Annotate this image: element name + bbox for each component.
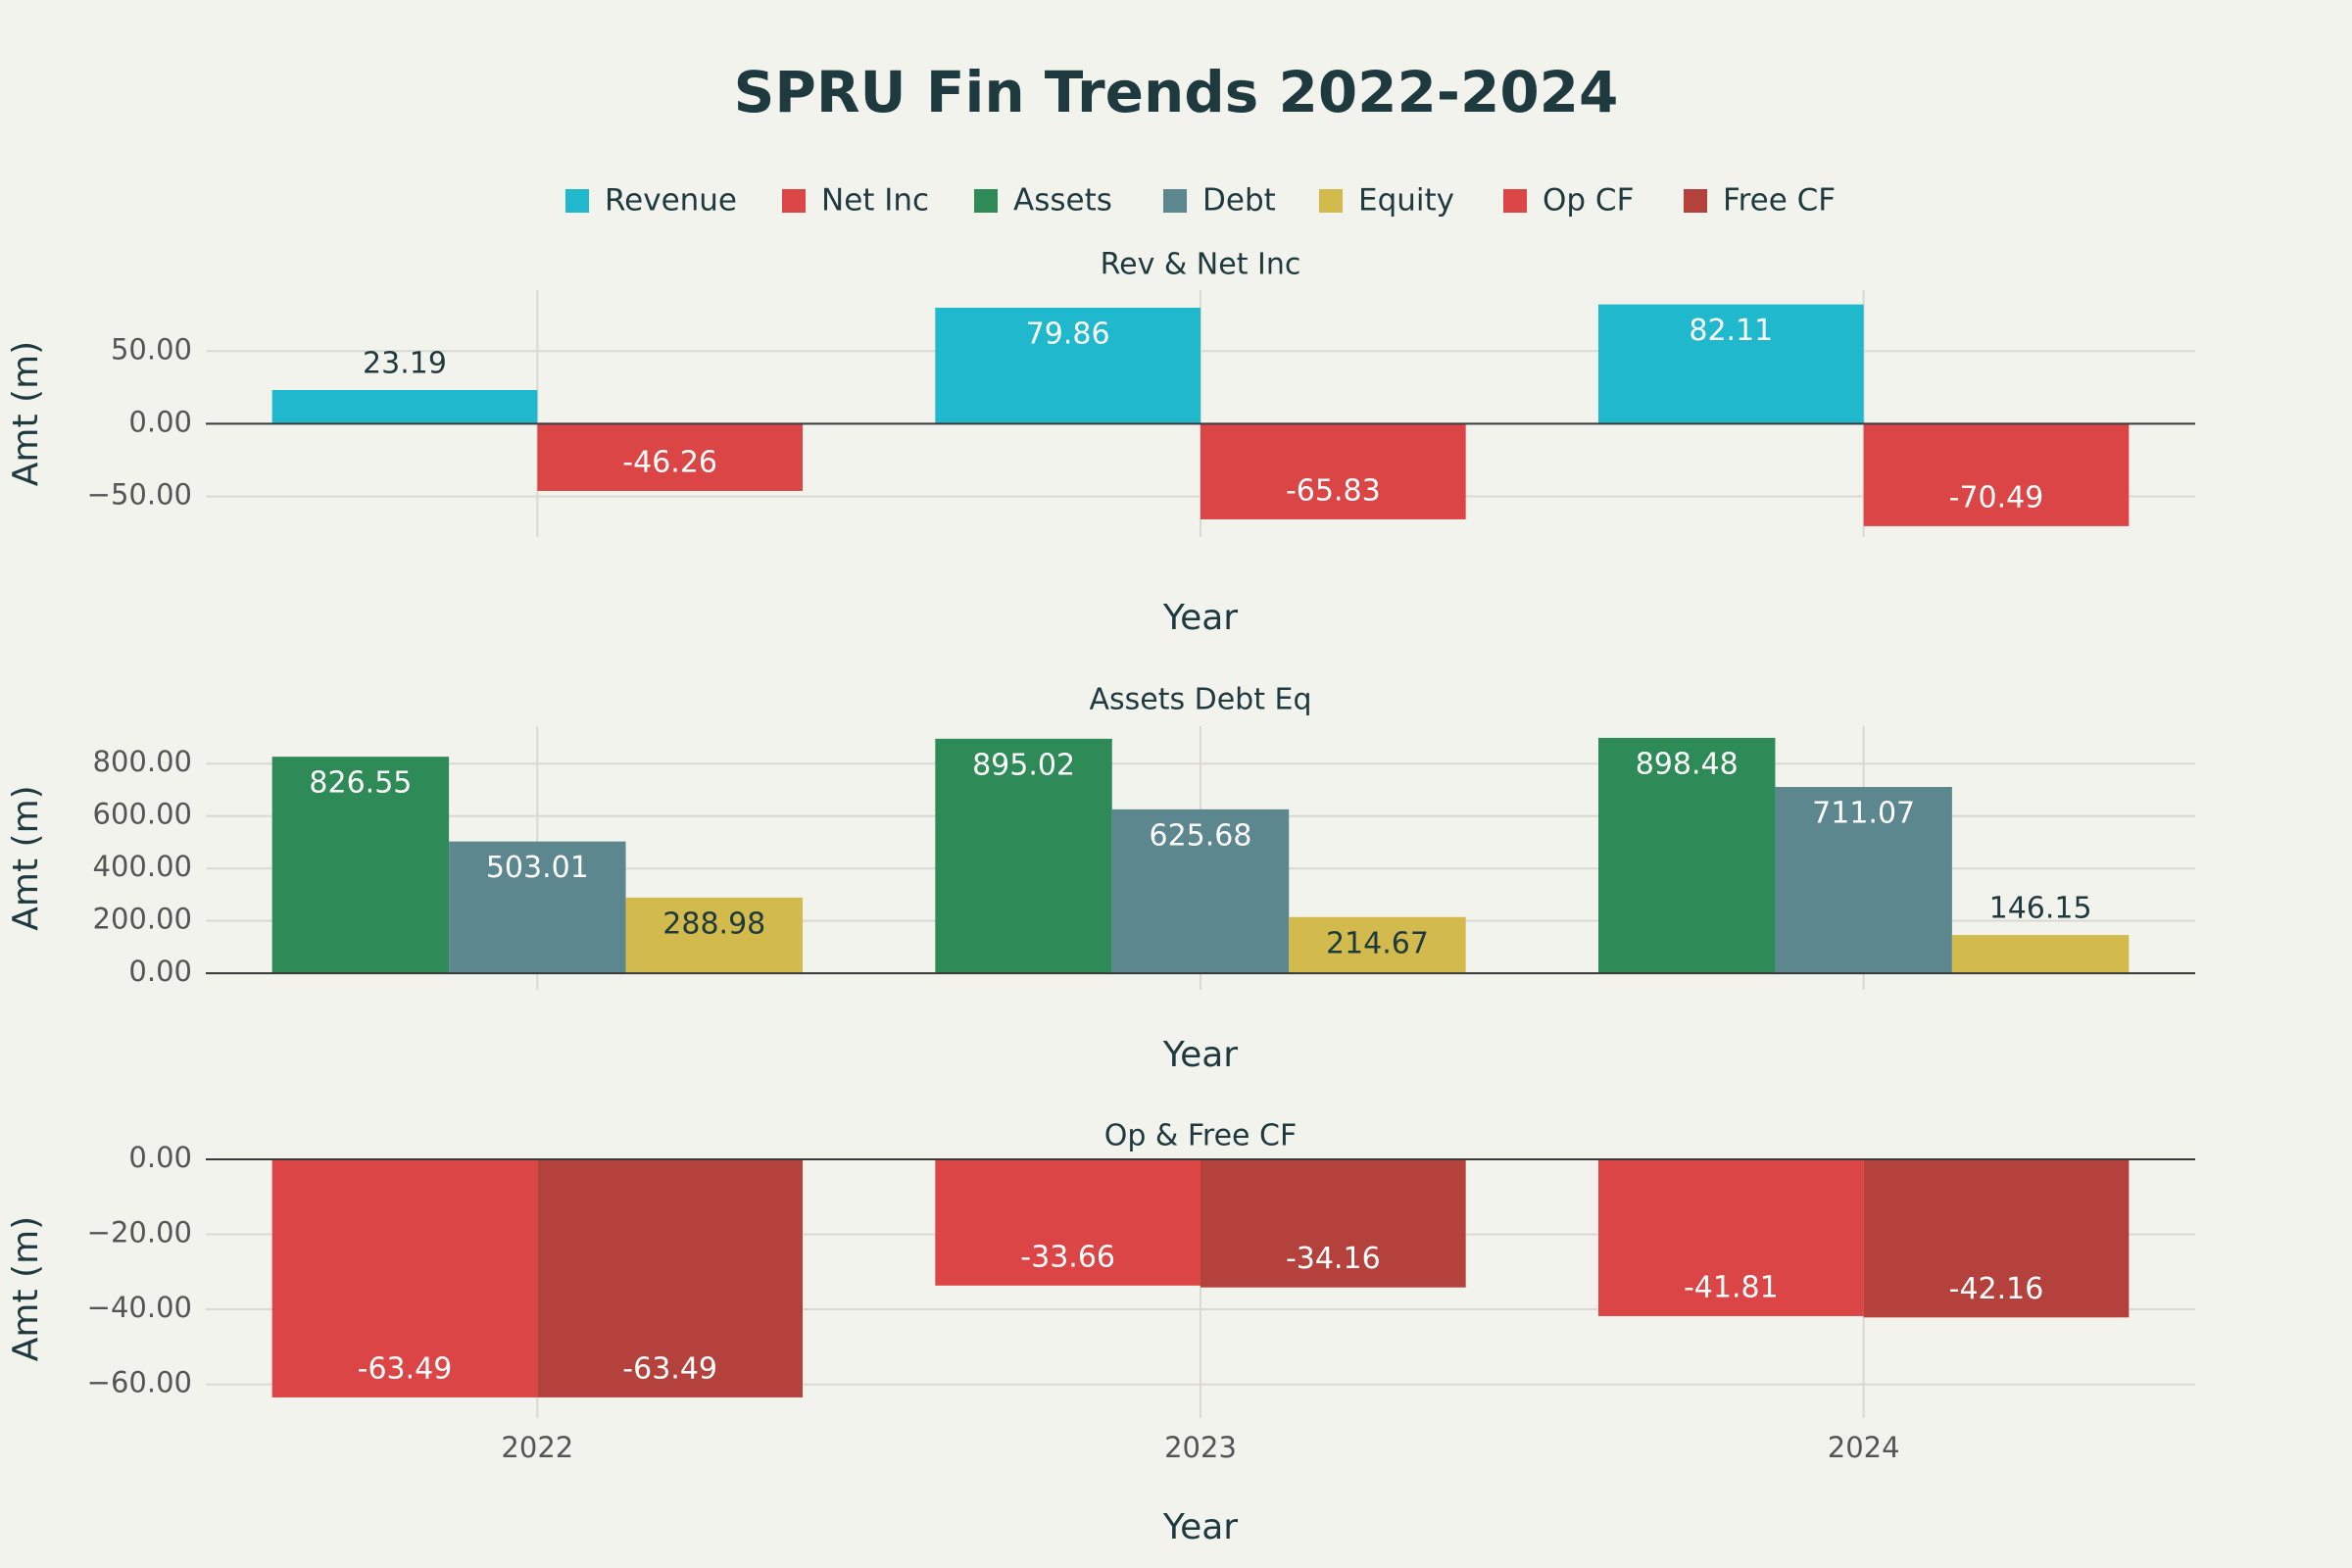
bar	[1863, 1159, 2130, 1318]
bar	[1200, 1159, 1466, 1288]
value-label: 503.01	[486, 851, 589, 885]
value-label: -34.16	[1286, 1242, 1381, 1276]
y-axis-label: Amt (m)	[6, 785, 46, 930]
bar	[1951, 935, 2130, 974]
value-label: -33.66	[1020, 1240, 1115, 1274]
bar	[935, 307, 1200, 424]
value-label: -70.49	[1949, 480, 2044, 514]
legend-label: Free CF	[1723, 183, 1836, 219]
legend-swatch	[565, 189, 589, 213]
bar	[1111, 808, 1290, 974]
bar	[1200, 423, 1466, 519]
bar	[935, 738, 1112, 974]
value-label: 711.07	[1812, 797, 1915, 831]
bar	[1598, 304, 1864, 424]
legend-swatch	[1503, 189, 1527, 213]
value-label: 895.02	[972, 748, 1075, 782]
legend-label: Debt	[1202, 183, 1276, 219]
value-label: -41.81	[1684, 1270, 1779, 1304]
legend-swatch	[1163, 189, 1187, 213]
value-label: 214.67	[1326, 926, 1429, 960]
bar	[449, 841, 626, 974]
y-tick-label tick: 0.00	[128, 1141, 192, 1174]
value-label: 826.55	[309, 766, 412, 801]
y-tick-label tick: −50.00	[87, 477, 192, 511]
subplot-title: Rev & Net Inc	[1101, 248, 1301, 282]
bar	[1289, 916, 1466, 974]
y-tick-label tick: 50.00	[111, 332, 192, 366]
y-tick-label tick: 200.00	[93, 903, 192, 936]
legend-label: Net Inc	[821, 183, 929, 219]
y-axis-label: Amt (m)	[6, 1216, 46, 1361]
bar	[271, 757, 450, 974]
bar	[935, 1159, 1200, 1286]
y-tick-label tick: −20.00	[87, 1216, 192, 1250]
legend-swatch	[1319, 189, 1343, 213]
legend-swatch	[782, 189, 806, 213]
legend-label: Revenue	[605, 183, 737, 219]
legend-swatch	[974, 189, 998, 213]
value-label: 625.68	[1150, 818, 1252, 853]
subplot-title: Op & Free CF	[1104, 1119, 1298, 1153]
bar	[271, 390, 538, 424]
subplot-title: Assets Debt Eq	[1089, 683, 1311, 717]
bar	[1863, 423, 2130, 526]
y-tick-label tick: −60.00	[87, 1366, 192, 1399]
y-axis-label: Amt (m)	[6, 341, 46, 486]
x-tick-label: 2022	[501, 1431, 573, 1464]
x-axis-label: Year	[1162, 1507, 1238, 1547]
value-label: 898.48	[1636, 747, 1739, 781]
value-label: 288.98	[662, 906, 765, 941]
value-label: 23.19	[363, 347, 447, 381]
y-tick-label tick: 0.00	[128, 405, 192, 438]
x-tick-label: 2024	[1828, 1431, 1900, 1464]
x-axis-label: Year	[1162, 598, 1238, 638]
x-tick-label: 2023	[1164, 1431, 1237, 1464]
bar	[271, 1159, 538, 1397]
y-tick-label tick: 800.00	[93, 745, 192, 778]
legend-label: Equity	[1358, 183, 1454, 219]
bar	[1598, 737, 1776, 974]
bar	[1598, 1159, 1864, 1316]
value-label: -63.49	[358, 1351, 453, 1386]
y-tick-label tick: 400.00	[93, 850, 192, 883]
value-label: -63.49	[622, 1351, 717, 1386]
y-tick-label tick: 600.00	[93, 798, 192, 831]
value-label: -65.83	[1286, 473, 1381, 508]
legend-label: Op CF	[1543, 183, 1634, 219]
value-label: 146.15	[1989, 892, 2092, 926]
bar	[1775, 787, 1952, 974]
bar	[537, 423, 803, 491]
value-label: -42.16	[1949, 1272, 2044, 1306]
legend-label: Assets	[1013, 183, 1112, 219]
value-label: 82.11	[1689, 314, 1773, 348]
chart-title: SPRU Fin Trends 2022-2024	[734, 59, 1619, 125]
bar	[537, 1159, 803, 1397]
legend-swatch	[1684, 189, 1707, 213]
y-tick-label tick: 0.00	[128, 955, 192, 988]
value-label: 79.86	[1026, 317, 1110, 351]
value-label: -46.26	[622, 445, 717, 479]
y-tick-label tick: −40.00	[87, 1291, 192, 1324]
bar	[625, 897, 803, 974]
x-axis-label: Year	[1162, 1035, 1238, 1075]
